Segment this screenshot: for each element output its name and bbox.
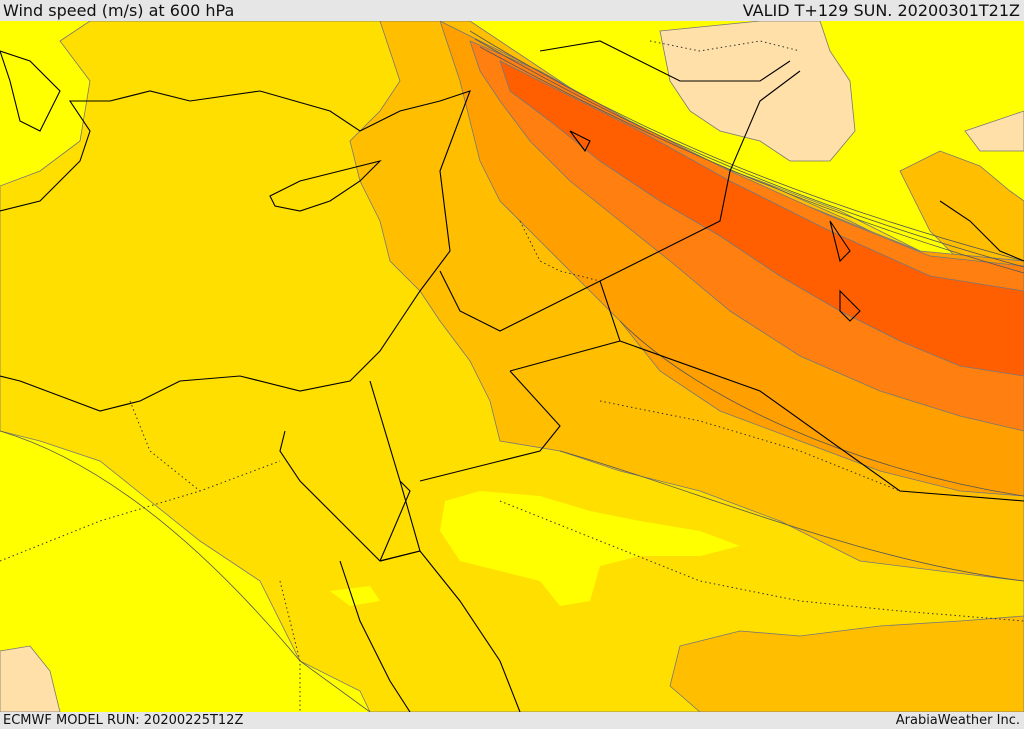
wind-band-3-south <box>669 615 1024 712</box>
chart-title: Wind speed (m/s) at 600 hPa <box>3 1 235 20</box>
header-bar: Wind speed (m/s) at 600 hPa VALID T+129 … <box>0 0 1024 21</box>
footer-bar: ECMWF MODEL RUN: 20200225T12Z ArabiaWeat… <box>0 712 1024 729</box>
map-canvas <box>0 21 1024 712</box>
weak-wind-patch-redsea <box>330 586 380 606</box>
wind-map <box>0 21 1024 712</box>
model-run: ECMWF MODEL RUN: 20200225T12Z <box>3 713 244 728</box>
wind-band-3-east <box>899 150 1024 272</box>
jet-core <box>499 60 1024 377</box>
weak-wind-patch-arabia <box>440 491 740 606</box>
valid-time: VALID T+129 SUN. 20200301T21Z <box>742 1 1020 20</box>
credit: ArabiaWeather Inc. <box>895 713 1020 728</box>
calm-region-northeast <box>964 110 1024 152</box>
calm-region-north <box>659 21 856 162</box>
calm-region-southwest <box>0 645 61 712</box>
